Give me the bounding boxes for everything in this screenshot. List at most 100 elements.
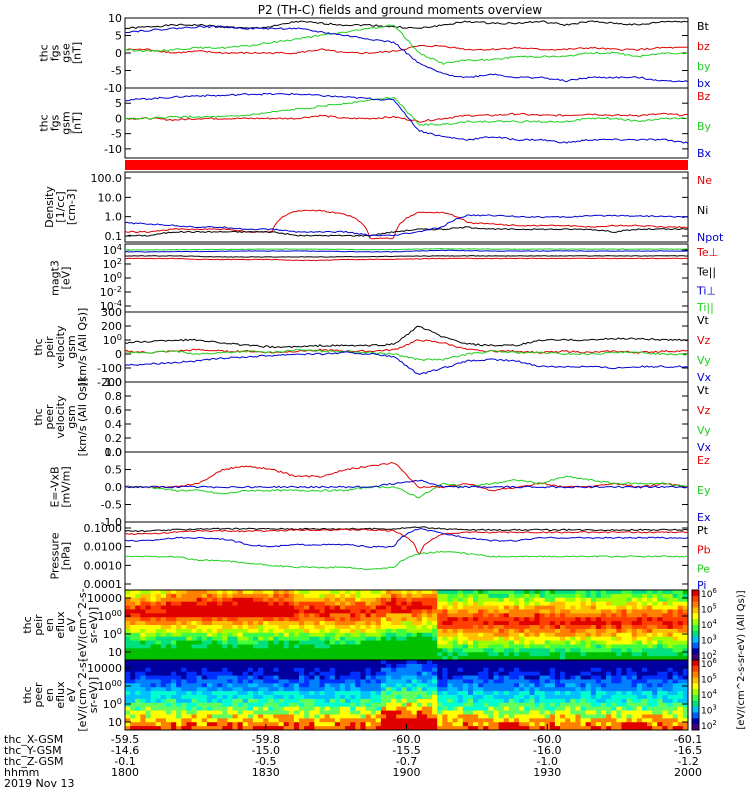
heatmap-cell [283, 710, 290, 715]
heatmap-cell [160, 691, 167, 696]
heatmap-cell [355, 726, 361, 731]
heatmap-cell [667, 698, 674, 704]
heatmap-cell [186, 706, 193, 712]
legend-label: Vy [697, 424, 711, 437]
heatmap-cell [155, 656, 162, 661]
heatmap-cell [493, 632, 500, 638]
heatmap-cell [391, 636, 397, 642]
y-tick-label: 10 [108, 716, 122, 729]
heatmap-cell [626, 698, 633, 704]
heatmap-cell [580, 671, 587, 677]
heatmap-cell [662, 601, 669, 607]
heatmap-cell [391, 652, 397, 657]
heatmap-cell [186, 644, 193, 649]
x-tick-value: -60.1 [674, 733, 702, 746]
heatmap-cell [242, 628, 249, 634]
heatmap-cell [125, 710, 131, 715]
heatmap-cell [391, 640, 397, 645]
heatmap-cell [293, 671, 300, 677]
heatmap-cell [263, 652, 269, 657]
heatmap-cell [493, 675, 500, 680]
y-axis-label: [nT] [71, 112, 84, 134]
heatmap-cell [263, 644, 269, 649]
heatmap-cell [616, 590, 622, 595]
heatmap-cell [544, 628, 551, 634]
heatmap-cell [278, 726, 285, 731]
heatmap-cell [247, 687, 254, 692]
heatmap-cell [452, 609, 459, 614]
heatmap-cell [626, 593, 633, 599]
heatmap-cell [273, 605, 280, 610]
heatmap-cell [529, 652, 535, 657]
heatmap-cell [145, 632, 152, 638]
heatmap-cell [145, 590, 152, 595]
heatmap-cell [575, 617, 582, 622]
heatmap-cell [621, 726, 628, 731]
heatmap-cell [145, 698, 152, 704]
heatmap-cell [437, 636, 443, 642]
heatmap-cell [155, 601, 162, 607]
heatmap-cell [498, 597, 505, 603]
heatmap-cell [227, 593, 233, 599]
heatmap-cell [626, 636, 633, 642]
heatmap-cell [278, 648, 285, 653]
heatmap-cell [452, 656, 459, 661]
heatmap-cell [503, 605, 510, 610]
heatmap-cell [498, 663, 505, 669]
heatmap-cell [370, 726, 377, 731]
heatmap-cell [677, 671, 684, 677]
heatmap-cell [150, 625, 157, 630]
y-axis-label: [nT] [71, 42, 84, 64]
heatmap-cell [242, 590, 249, 595]
heatmap-cell [299, 726, 305, 731]
heatmap-cell [554, 590, 561, 595]
heatmap-cell [560, 593, 566, 599]
heatmap-cell [375, 628, 382, 634]
heatmap-cell [386, 597, 392, 603]
heatmap-cell [191, 671, 198, 677]
heatmap-cell [416, 617, 423, 622]
heatmap-cell [309, 601, 315, 607]
heatmap-cell [196, 597, 203, 603]
heatmap-cell [222, 706, 228, 712]
heatmap-cell [647, 726, 653, 731]
heatmap-cell [432, 698, 438, 704]
heatmap-cell [319, 698, 326, 704]
y-tick-label: -5 [111, 128, 122, 141]
heatmap-cell [534, 698, 541, 704]
heatmap-cell [201, 667, 208, 673]
heatmap-cell [339, 718, 346, 723]
heatmap-cell [176, 609, 182, 614]
heatmap-cell [437, 671, 443, 677]
heatmap-cell [135, 695, 141, 700]
heatmap-cell [252, 617, 259, 622]
heatmap-cell [155, 644, 162, 649]
heatmap-cell [457, 597, 464, 603]
heatmap-cell [652, 632, 658, 638]
heatmap-cell [355, 613, 361, 618]
heatmap-cell [554, 597, 561, 603]
heatmap-cell [268, 683, 274, 688]
heatmap-cell [498, 710, 505, 715]
heatmap-cell [570, 597, 576, 603]
heatmap-cell [360, 710, 367, 715]
heatmap-cell [488, 636, 495, 642]
heatmap-cell [580, 590, 587, 595]
heatmap-cell [647, 590, 653, 595]
heatmap-cell [242, 613, 249, 618]
heatmap-cell [437, 617, 443, 622]
y-axis-label: [km/s (All Qs)] [76, 308, 89, 387]
heatmap-cell [421, 636, 428, 642]
x-tick-value: -14.6 [111, 744, 139, 757]
heatmap-cell [452, 605, 459, 610]
heatmap-cell [155, 667, 162, 673]
heatmap-cell [145, 621, 152, 626]
heatmap-cell [560, 656, 566, 661]
heatmap-cell [406, 675, 413, 680]
heatmap-cell [631, 698, 638, 704]
heatmap-cell [350, 683, 356, 688]
heatmap-cell [252, 660, 259, 665]
heatmap-cell [222, 691, 228, 696]
heatmap-cell [483, 706, 489, 712]
heatmap-cell [396, 714, 402, 719]
